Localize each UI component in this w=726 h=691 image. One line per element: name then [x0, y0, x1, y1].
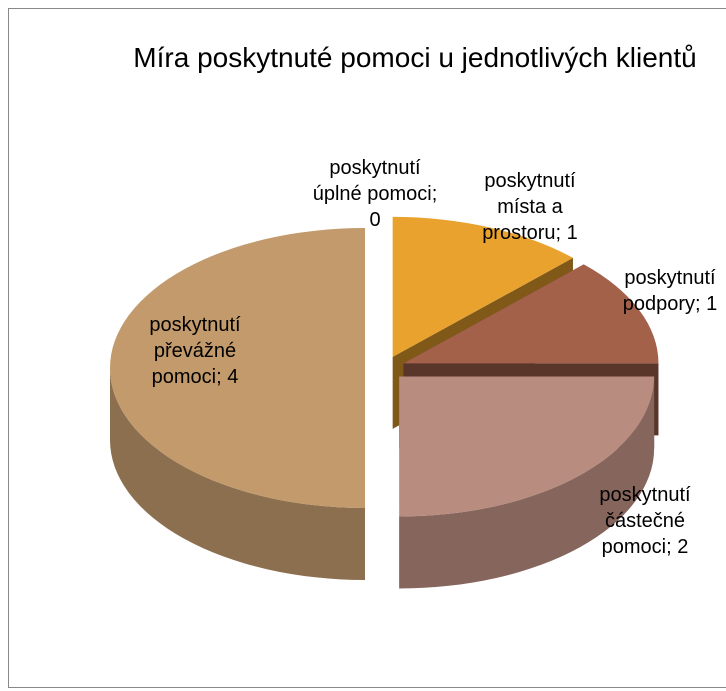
data-label: poskytnutí podpory; 1 — [622, 267, 718, 315]
slice-side — [399, 376, 655, 589]
slice-side — [110, 368, 365, 580]
data-label: poskytnutí převážné pomoci; 4 — [149, 314, 241, 388]
slice — [403, 264, 659, 364]
chart-title: Míra poskytnuté pomoci u jednotlivých kl… — [133, 42, 697, 73]
slice — [110, 228, 365, 508]
data-label: poskytnutí částečné pomoci; 2 — [599, 484, 691, 558]
data-label: poskytnutí místa a prostoru; 1 — [482, 170, 578, 244]
chart-frame — [8, 8, 726, 688]
slice — [392, 216, 573, 357]
slice — [399, 376, 655, 517]
data-label: poskytnutí úplné pomoci; 0 — [312, 157, 438, 231]
